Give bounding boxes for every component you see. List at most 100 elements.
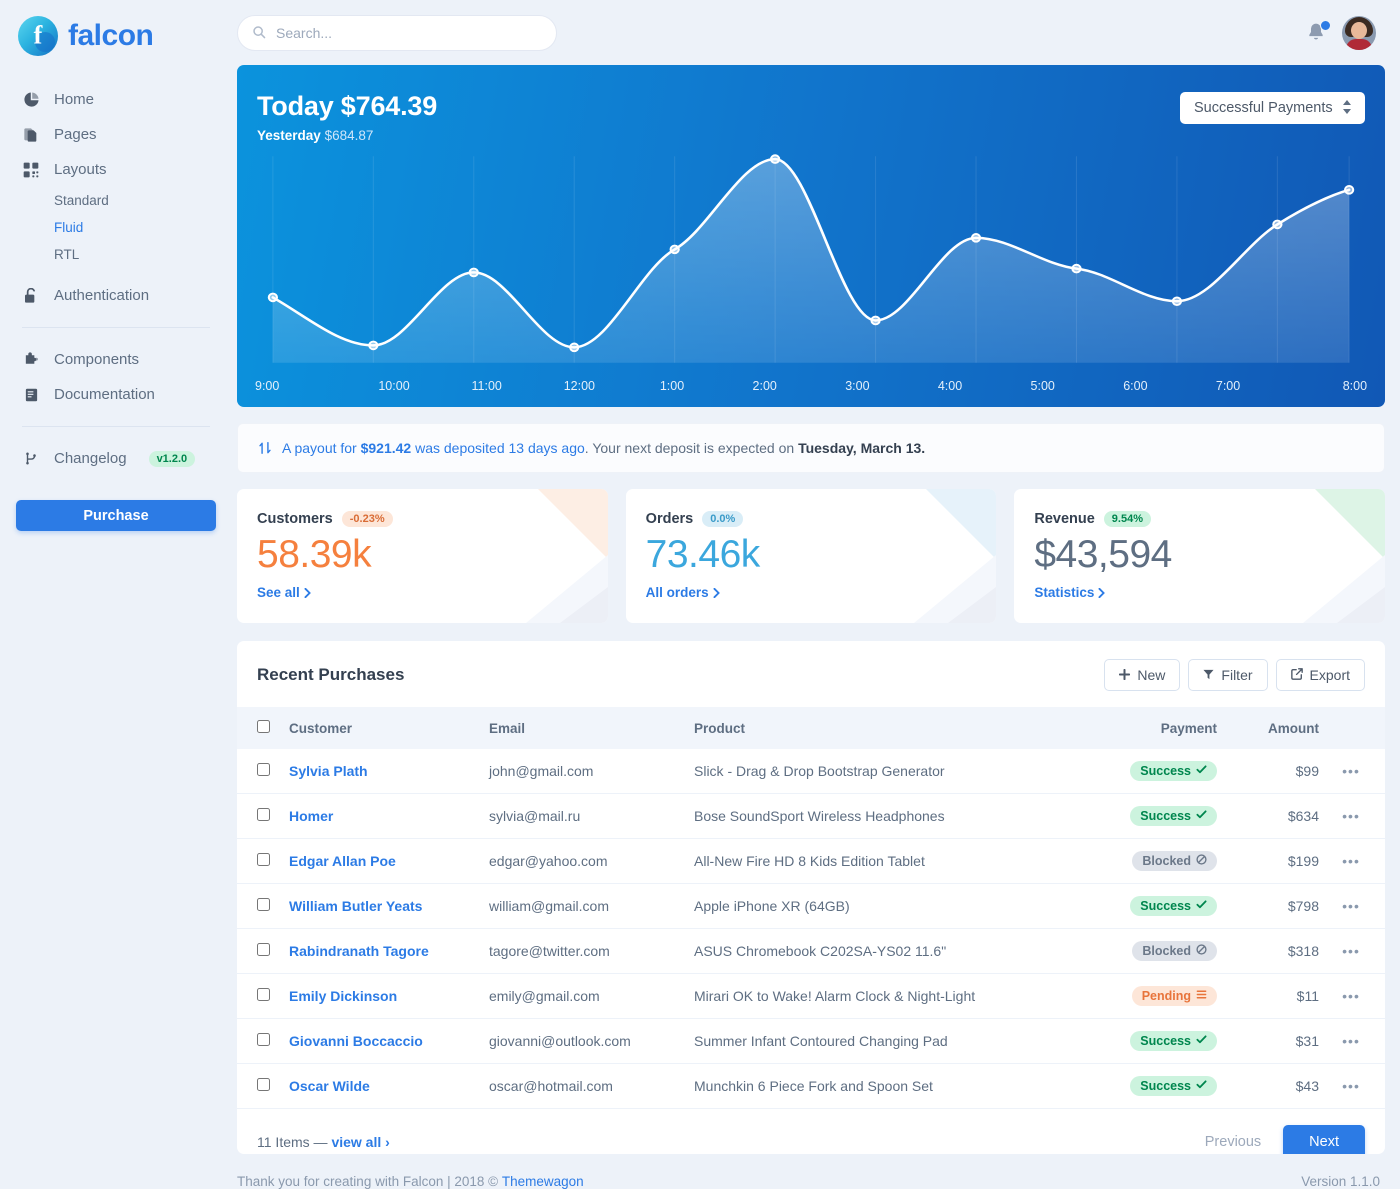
customer-link[interactable]: Emily Dickinson	[289, 988, 398, 1005]
cell-amount: $798	[1235, 883, 1327, 930]
table-row: Emily Dickinson emily@gmail.com Mirari OK …	[237, 973, 1385, 1020]
cell-product: Bose SoundSport Wireless Headphones	[686, 793, 1085, 840]
notice-rest: . Your next deposit is expected on	[584, 440, 799, 457]
filter-button[interactable]: Filter	[1188, 659, 1268, 692]
row-menu-button[interactable]: •••	[1342, 853, 1360, 870]
check-icon	[1196, 1034, 1207, 1048]
select-all-header	[237, 707, 281, 749]
sidebar-item-pages[interactable]: Pages	[16, 117, 216, 152]
payout-link[interactable]: A payout for $921.42 was deposited 13 da…	[282, 440, 585, 456]
sidebar-item-changelog[interactable]: Changelog v1.2.0	[16, 441, 216, 476]
items-count: 11 Items —	[257, 1134, 328, 1151]
revenue-chart-card: Today $764.39 Yesterday $684.87 Successf…	[237, 65, 1385, 408]
previous-button[interactable]: Previous	[1193, 1126, 1273, 1154]
sidebar-item-components[interactable]: Components	[16, 342, 216, 377]
transfer-icon	[258, 440, 272, 456]
sidebar-subitem-fluid[interactable]: Fluid	[54, 220, 84, 235]
brand-logo[interactable]: falcon	[16, 0, 216, 72]
status-badge: Blocked	[1132, 941, 1217, 962]
select-all-checkbox[interactable]	[257, 720, 270, 734]
customer-link[interactable]: Sylvia Plath	[289, 763, 368, 780]
stat-link-label: See all	[257, 585, 300, 601]
row-checkbox[interactable]	[257, 763, 270, 777]
sidebar-subitem-standard[interactable]: Standard	[54, 193, 109, 208]
column-header-email[interactable]: Email	[489, 720, 526, 736]
cell-payment: Success	[1085, 1018, 1235, 1065]
chart-filter-select[interactable]: Successful Payments	[1180, 92, 1365, 125]
area-chart	[267, 154, 1355, 363]
cell-payment: Blocked	[1085, 838, 1235, 885]
row-menu-button[interactable]: •••	[1342, 898, 1360, 915]
stat-link-see-all[interactable]: See all	[257, 585, 311, 600]
cell-actions: •••	[1327, 883, 1385, 930]
export-button[interactable]: Export	[1275, 659, 1365, 692]
cell-actions: •••	[1327, 793, 1385, 840]
column-header-amount[interactable]: Amount	[1268, 720, 1319, 736]
row-select-cell	[237, 838, 281, 885]
row-menu-button[interactable]: •••	[1342, 988, 1360, 1005]
column-header-payment[interactable]: Payment	[1160, 720, 1217, 736]
sidebar: falcon Home Pages Layouts Sta	[0, 0, 232, 1189]
cell-amount: $199	[1235, 838, 1327, 885]
customer-link[interactable]: Giovanni Boccaccio	[289, 1033, 423, 1050]
table-footer: 11 Items — view all › Previous Next	[237, 1109, 1385, 1154]
x-tick: 9:00	[255, 379, 280, 394]
cell-email: oscar@hotmail.com	[481, 1063, 686, 1110]
sidebar-item-authentication[interactable]: Authentication	[16, 278, 216, 313]
search-input[interactable]	[237, 14, 557, 51]
cell-customer: Emily Dickinson	[281, 973, 481, 1020]
row-checkbox[interactable]	[257, 808, 270, 822]
cell-customer: Giovanni Boccaccio	[281, 1018, 481, 1065]
row-checkbox[interactable]	[257, 1078, 270, 1092]
status-badge: Success	[1130, 761, 1217, 782]
row-menu-button[interactable]: •••	[1342, 808, 1360, 825]
sidebar-item-layouts[interactable]: Layouts	[16, 152, 216, 187]
column-header-customer[interactable]: Customer	[289, 720, 353, 736]
column-header-product[interactable]: Product	[694, 720, 746, 736]
customer-link[interactable]: Homer	[289, 808, 334, 825]
ban-icon	[1196, 944, 1207, 958]
filter-button-label: Filter	[1221, 667, 1253, 684]
table-header-row: Customer Email Product Payment Amount	[237, 707, 1385, 750]
row-menu-button[interactable]: •••	[1342, 1033, 1360, 1050]
row-menu-button[interactable]: •••	[1342, 943, 1360, 960]
row-select-cell	[237, 1018, 281, 1065]
row-menu-button[interactable]: •••	[1342, 763, 1360, 780]
sidebar-item-documentation[interactable]: Documentation	[16, 377, 216, 412]
bell-icon[interactable]	[1306, 19, 1331, 45]
cell-payment: Success	[1085, 1063, 1235, 1110]
row-checkbox[interactable]	[257, 898, 270, 912]
cell-amount: $634	[1235, 793, 1327, 840]
cell-product: Apple iPhone XR (64GB)	[686, 883, 1085, 930]
status-badge-label: Success	[1140, 1034, 1191, 1049]
table-head: Customer Email Product Payment Amount	[237, 707, 1385, 750]
customer-link[interactable]: Rabindranath Tagore	[289, 943, 429, 960]
customer-link[interactable]: Oscar Wilde	[289, 1078, 370, 1095]
sidebar-item-home[interactable]: Home	[16, 82, 216, 117]
x-tick: 8:00	[1342, 379, 1368, 394]
avatar[interactable]	[1342, 15, 1376, 50]
purchases-table: Customer Email Product Payment Amount Sy…	[237, 707, 1385, 1110]
search-box[interactable]	[237, 14, 557, 51]
unlock-icon	[22, 287, 40, 305]
row-checkbox[interactable]	[257, 853, 270, 867]
stat-link-all-orders[interactable]: All orders	[646, 585, 720, 600]
row-checkbox[interactable]	[257, 988, 270, 1002]
row-checkbox[interactable]	[257, 943, 270, 957]
row-menu-button[interactable]: •••	[1342, 1078, 1360, 1095]
stat-link-statistics[interactable]: Statistics	[1034, 585, 1106, 600]
sidebar-subitem-rtl[interactable]: RTL	[54, 247, 80, 262]
themewagon-link[interactable]: Themewagon	[501, 1174, 584, 1189]
customer-link[interactable]: William Butler Yeats	[289, 898, 423, 915]
stat-card-customers: Customers -0.23% 58.39k See all	[237, 489, 608, 624]
new-button[interactable]: New	[1104, 659, 1181, 692]
next-button[interactable]: Next	[1283, 1125, 1365, 1154]
purchase-button[interactable]: Purchase	[16, 500, 216, 531]
view-all-link[interactable]: view all ›	[331, 1134, 390, 1151]
cell-customer: Homer	[281, 793, 481, 840]
page-title: Recent Purchases	[257, 665, 405, 685]
customer-link[interactable]: Edgar Allan Poe	[289, 853, 396, 870]
row-select-cell	[237, 1063, 281, 1110]
row-checkbox[interactable]	[257, 1033, 270, 1047]
